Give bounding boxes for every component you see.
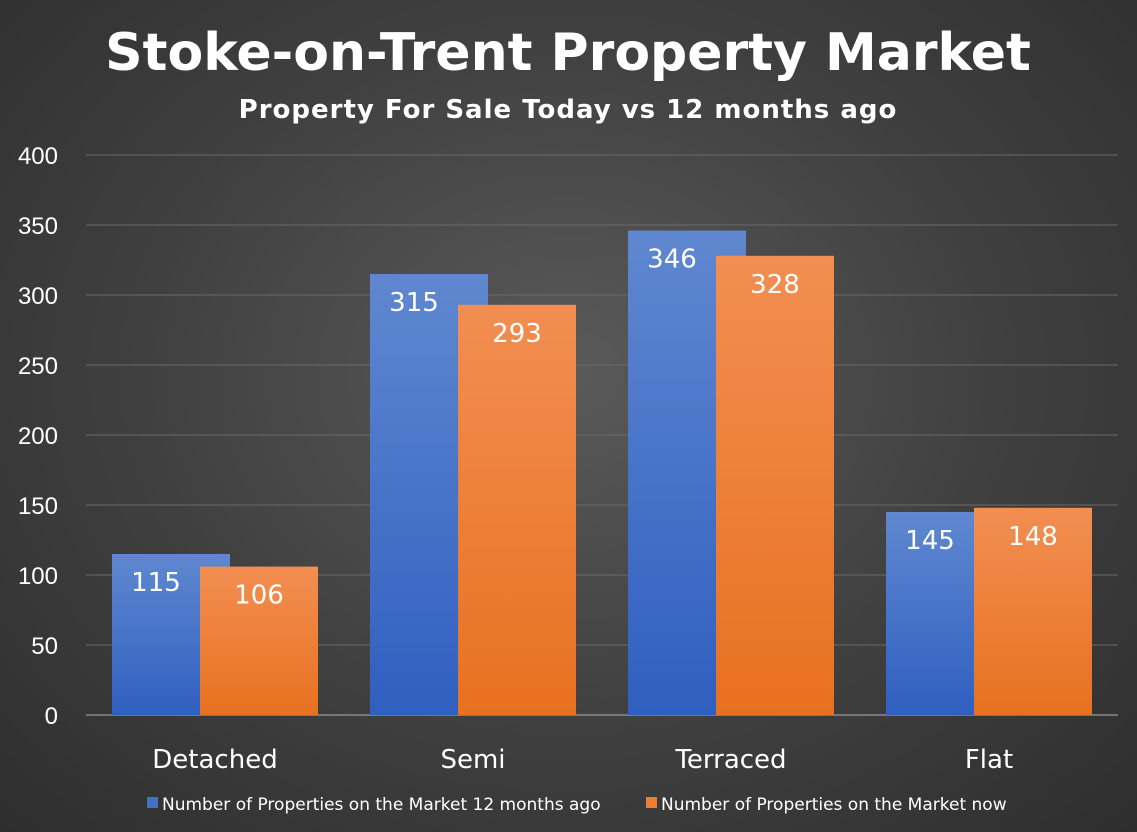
- legend-swatch-12-months-ago: [147, 797, 158, 808]
- x-tick-label: Semi: [440, 745, 505, 775]
- x-tick-label: Terraced: [674, 745, 786, 775]
- data-labels: 115 106 315 293 346 328 145 148: [131, 245, 1058, 611]
- data-label: 115: [131, 568, 181, 598]
- data-label: 328: [750, 270, 800, 300]
- y-tick-label: 100: [18, 563, 58, 590]
- y-tick-label: 0: [45, 703, 58, 730]
- legend-label-now: Number of Properties on the Market now: [661, 795, 1007, 815]
- y-tick-label: 300: [18, 283, 58, 310]
- x-tick-label: Flat: [965, 745, 1013, 775]
- bars: [112, 230, 1092, 716]
- x-axis-ticks: Detached Semi Terraced Flat: [152, 745, 1013, 775]
- chart-title: Stoke-on-Trent Property Market: [105, 23, 1031, 83]
- y-tick-label: 400: [18, 143, 58, 170]
- chart-subtitle: Property For Sale Today vs 12 months ago: [239, 95, 898, 125]
- data-label: 346: [647, 245, 697, 275]
- bar-semi-series-2: [458, 304, 576, 715]
- y-tick-label: 250: [18, 353, 58, 380]
- y-tick-label: 50: [31, 633, 58, 660]
- data-label: 315: [389, 288, 439, 318]
- data-label: 145: [905, 526, 955, 556]
- legend: Number of Properties on the Market 12 mo…: [147, 795, 1007, 815]
- y-tick-label: 350: [18, 213, 58, 240]
- y-tick-label: 150: [18, 493, 58, 520]
- legend-swatch-now: [646, 797, 657, 808]
- bar-detached-series-2: [200, 566, 318, 715]
- y-axis-ticks: 0 50 100 150 200 250 300 350 400: [18, 143, 58, 730]
- legend-label-12-months-ago: Number of Properties on the Market 12 mo…: [162, 795, 601, 815]
- y-tick-label: 200: [18, 423, 58, 450]
- data-label: 148: [1008, 522, 1058, 552]
- data-label: 106: [234, 581, 284, 611]
- bar-terraced-series-2: [716, 255, 834, 716]
- bar-flat-series-2: [974, 507, 1092, 715]
- data-label: 293: [492, 319, 542, 349]
- x-tick-label: Detached: [152, 745, 277, 775]
